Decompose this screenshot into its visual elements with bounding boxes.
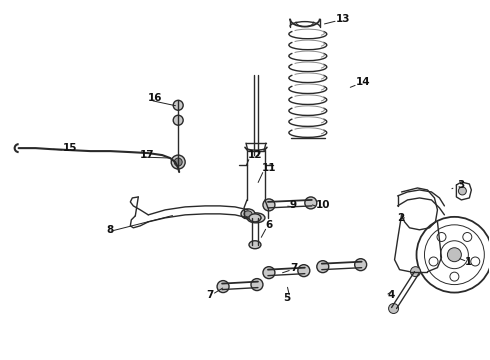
Circle shape [298, 265, 310, 276]
Ellipse shape [241, 209, 255, 219]
Circle shape [217, 280, 229, 293]
Ellipse shape [249, 241, 261, 249]
Text: 11: 11 [262, 163, 276, 173]
Text: 5: 5 [283, 293, 291, 302]
Text: 10: 10 [316, 200, 330, 210]
Ellipse shape [251, 215, 261, 221]
Text: 15: 15 [63, 143, 77, 153]
Ellipse shape [249, 214, 261, 222]
Circle shape [305, 197, 317, 209]
Text: 2: 2 [397, 213, 405, 223]
Ellipse shape [244, 211, 252, 217]
Circle shape [317, 261, 329, 273]
Circle shape [263, 267, 275, 279]
Circle shape [411, 267, 420, 276]
Text: 1: 1 [465, 257, 472, 267]
Circle shape [171, 155, 185, 169]
Text: 14: 14 [356, 77, 370, 87]
Circle shape [389, 303, 398, 314]
Circle shape [173, 100, 183, 110]
Ellipse shape [247, 213, 265, 223]
Text: 16: 16 [148, 93, 163, 103]
Text: 9: 9 [289, 200, 296, 210]
Text: 13: 13 [336, 14, 350, 24]
Circle shape [251, 279, 263, 291]
Text: 17: 17 [140, 150, 155, 160]
Circle shape [447, 248, 462, 262]
Circle shape [263, 199, 275, 211]
Text: 3: 3 [457, 180, 465, 190]
Circle shape [173, 115, 183, 125]
Circle shape [355, 259, 367, 271]
Text: 12: 12 [248, 150, 263, 160]
Text: 6: 6 [265, 220, 272, 230]
Text: 4: 4 [388, 289, 395, 300]
Circle shape [174, 158, 182, 166]
Text: 7: 7 [290, 263, 297, 273]
Text: 7: 7 [206, 289, 214, 300]
Text: 8: 8 [107, 225, 114, 235]
Circle shape [458, 187, 466, 195]
